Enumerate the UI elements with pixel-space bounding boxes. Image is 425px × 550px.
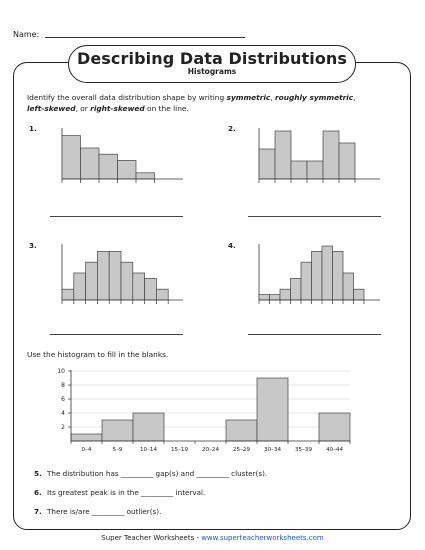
instr-sep3: , or [75,104,91,113]
page-title: Describing Data Distributions [76,49,348,68]
answer-line-4[interactable] [248,334,381,335]
question-5: 5. The distribution has _________ gap(s) … [34,469,267,478]
histogram-1-bar [98,153,118,180]
instr-sep2: , [353,93,356,102]
x-tick-label: 15–19 [171,447,188,453]
main-bar [318,412,351,442]
problem-number-2: 2. [228,124,236,133]
histogram-2-bar [306,160,324,180]
main-bar [70,433,103,442]
histogram-1-bar [61,135,81,180]
instr-roughly-symmetric: roughly symmetric [274,93,354,102]
histogram-3-bar [120,261,134,301]
histogram-1 [61,128,183,183]
histogram-4-bar [342,272,354,301]
question-7: 7. There is/are _________ outlier(s). [34,507,161,516]
histogram-1-bar [135,172,155,180]
question-text-6: Its greatest peak is in the _________ in… [47,488,206,497]
histogram-2-bar [338,142,356,180]
main-bar [101,419,134,442]
y-tick-label: 6 [61,396,65,403]
histogram-2 [258,128,380,183]
histogram-3-bar [73,272,86,301]
main-bar [132,412,165,442]
instr-left-skewed: left-skewed [27,104,76,113]
histogram-4-bar [290,278,302,301]
main-histogram: 2 4 6 8 10 0–4 5–9 10–14 15–19 20–24 25–29 30–34 35… [57,368,351,453]
instr-symmetric: symmetric [226,93,271,102]
histogram-1-bar [80,147,100,180]
histogram-3-bar [132,272,145,301]
question-text-5: The distribution has _________ gap(s) an… [47,469,268,478]
title-box: Describing Data Distributions Histograms [68,45,356,83]
histogram-4-bar [311,251,323,301]
question-number-7: 7. [34,507,42,516]
answer-line-3[interactable] [50,334,183,335]
histogram-1-bar [117,160,137,180]
name-label: Name: [13,30,40,39]
problem-number-4: 4. [228,241,236,250]
name-line[interactable] [45,37,245,38]
y-tick-label: 8 [61,382,65,389]
y-tick-label: 4 [61,410,65,417]
x-tick-label: 20–24 [202,447,219,453]
problem-number-1: 1. [29,124,37,133]
x-tick-label: 35–39 [295,447,312,453]
question-text-7: There is/are _________ outlier(s). [47,507,162,516]
histogram-4-bar [279,288,291,301]
y-tick-label: 2 [61,424,65,431]
instr-part1: Identify the overall data distribution s… [27,93,227,102]
x-tick-label: 30–34 [264,447,281,453]
answer-line-2[interactable] [248,216,381,217]
histogram-4-bar [258,294,270,301]
histogram-4-bar [300,261,312,301]
footer: Super Teacher Worksheets - www.superteac… [0,534,425,542]
question-number-6: 6. [34,488,42,497]
histogram-4-bar [332,251,344,301]
y-tick-label: 10 [57,368,65,375]
histogram-3-bar [97,251,110,301]
instr-part2: on the line. [144,104,189,113]
main-bar [225,419,258,442]
x-tick-label: 40–44 [326,447,343,453]
answer-line-1[interactable] [50,216,183,217]
x-tick-label: 5–9 [113,447,123,453]
histogram-4-bar [269,294,281,301]
histogram-2-bar [322,130,340,180]
footer-url[interactable]: www.superteacherworksheets.com [201,534,324,542]
x-tick-label: 25–29 [233,447,250,453]
question-6: 6. Its greatest peak is in the _________ … [34,488,205,497]
page-subtitle: Histograms [187,67,237,76]
main-bar [256,377,289,442]
histogram-2-bar [258,148,276,180]
x-tick-label: 10–14 [140,447,157,453]
histogram-4-bar [321,245,333,301]
instr-sep1: , [270,93,275,102]
histogram-4 [258,244,380,304]
histogram-2-bar [274,130,292,180]
x-tick-label: 0–4 [82,447,92,453]
instr-right-skewed: right-skewed [90,104,145,113]
histogram-3-bar [61,288,75,301]
fill-instructions: Use the histogram to fill in the blanks. [27,350,169,359]
histogram-3-bar [108,251,122,301]
question-number-5: 5. [34,469,42,478]
histogram-4-bar [353,288,365,301]
histogram-2-bar [290,160,308,180]
histogram-3-bar [144,278,157,301]
histogram-3-bar [156,288,169,301]
problem-number-3: 3. [29,241,37,250]
footer-text: Super Teacher Worksheets - [101,534,202,542]
instructions: Identify the overall data distribution s… [27,92,387,114]
histogram-3-bar [85,261,98,301]
histogram-3 [61,244,183,304]
